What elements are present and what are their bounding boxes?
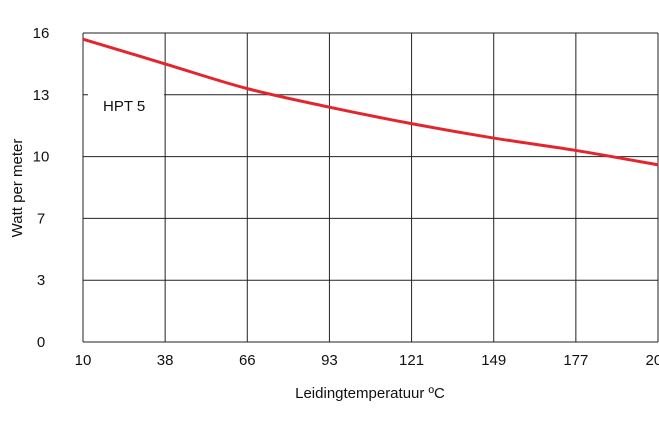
x-tick-label: 121 (399, 352, 424, 369)
series-label-background (88, 92, 164, 120)
x-tick-label: 204 (645, 352, 659, 369)
x-tick-label: 10 (75, 352, 92, 369)
grid-lines (82, 32, 659, 343)
x-tick-labels: 10 38 66 93 121 149 177 204 (75, 352, 659, 369)
y-tick-label: 10 (33, 149, 50, 166)
series-line-hpt5 (82, 37, 659, 167)
y-tick-label: 3 (37, 272, 45, 289)
y-tick-label: 0 (37, 334, 45, 351)
series-label-hpt5: HPT 5 (103, 98, 145, 115)
y-axis-label: Watt per meter (9, 139, 26, 238)
x-axis-label: Leidingtemperatuur ºC (295, 385, 445, 402)
y-tick-label: 13 (33, 87, 50, 104)
y-tick-label: 7 (37, 210, 45, 227)
x-tick-label: 38 (157, 352, 174, 369)
x-tick-label: 66 (239, 352, 256, 369)
x-tick-label: 177 (563, 352, 588, 369)
x-tick-label: 149 (481, 352, 506, 369)
x-tick-label: 93 (321, 352, 338, 369)
y-tick-labels: 0 3 7 10 13 16 (33, 25, 50, 351)
y-tick-label: 16 (33, 25, 50, 42)
